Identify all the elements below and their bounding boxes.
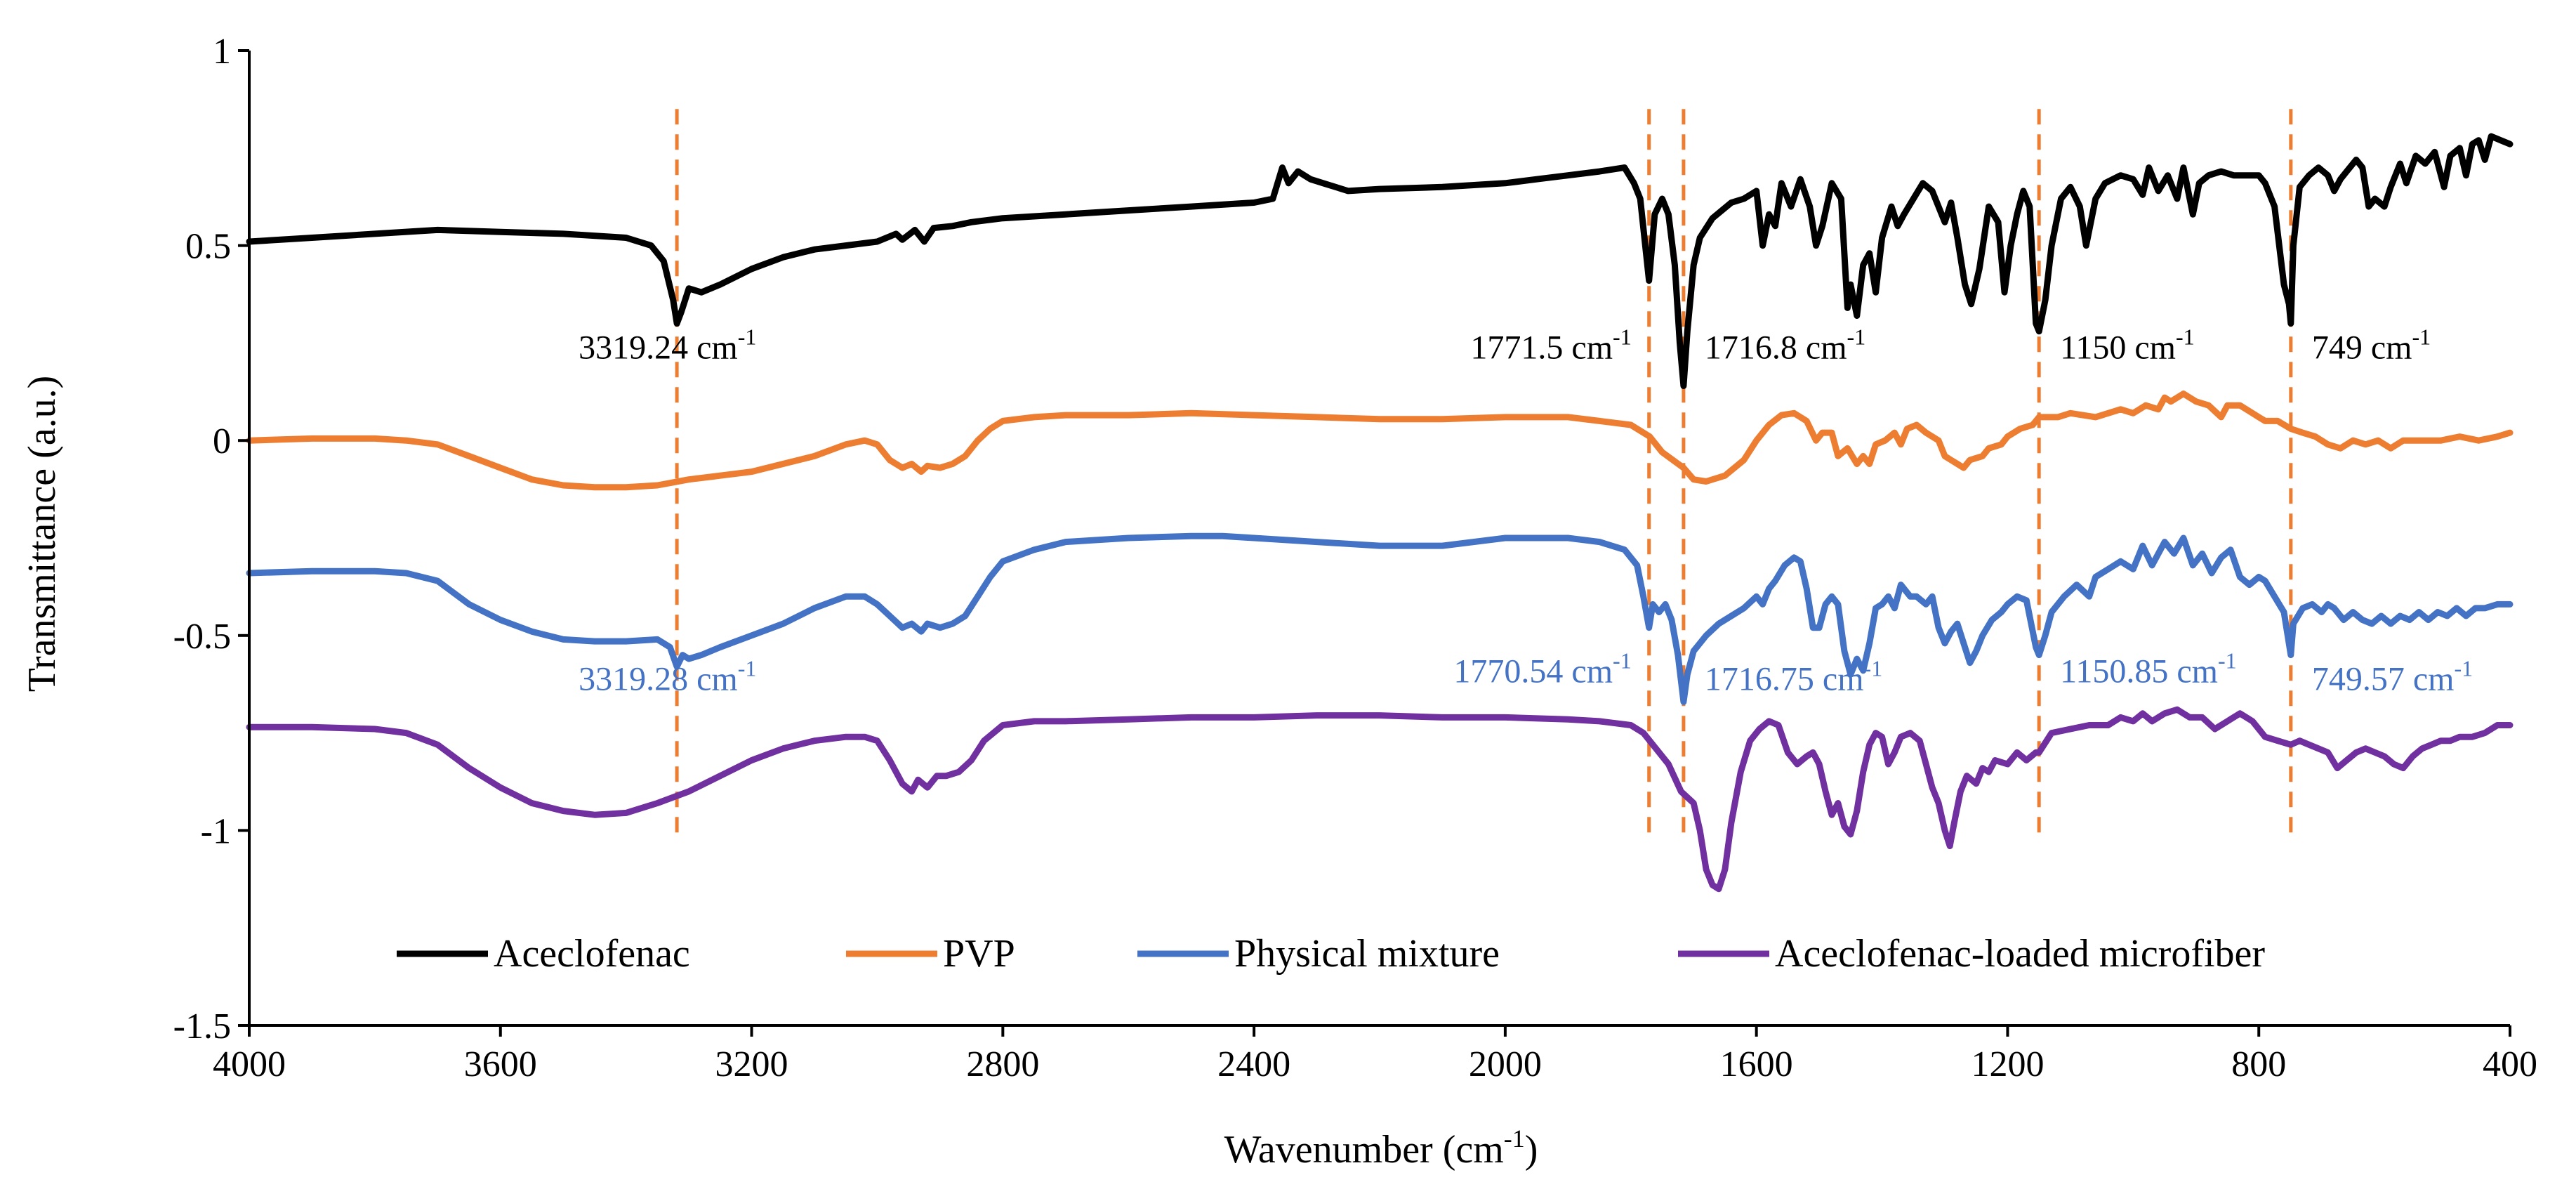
x-tick-label: 800	[2231, 1044, 2286, 1084]
y-tick-label: -1.5	[173, 1006, 231, 1046]
x-tick-label: 1600	[1720, 1044, 1793, 1084]
peak-annotation: 1150 cm-1	[2060, 324, 2195, 367]
x-tick-label: 400	[2483, 1044, 2537, 1084]
y-tick-label: 0	[213, 421, 231, 461]
y-axis-title: Transmittance (a.u.)	[20, 376, 64, 693]
x-axis-title: Wavenumber (cm-1)	[1224, 1124, 1538, 1172]
peak-annotation: 1716.8 cm-1	[1705, 324, 1865, 367]
series-line-aceclofenac	[246, 133, 2514, 389]
legend-label: Aceclofenac	[494, 932, 690, 976]
peak-annotation: 1150.85 cm-1	[2060, 648, 2237, 690]
axes	[248, 51, 2510, 1027]
legend-label: Physical mixture	[1234, 932, 1500, 976]
series-line-aceclofenac-loaded-microfiber	[246, 706, 2514, 893]
legend: Aceclofenac PVP Physical mixture Aceclofena…	[397, 932, 2265, 976]
y-tick-label: -0.5	[173, 617, 231, 657]
peak-annotation: 1716.75 cm-1	[1705, 656, 1882, 698]
y-tick-label: 0.5	[185, 227, 231, 267]
x-tick-label: 2800	[966, 1044, 1039, 1084]
peak-annotation: 1771.5 cm-1	[1470, 324, 1631, 367]
series-line-pvp	[246, 391, 2514, 491]
legend-label: PVP	[943, 932, 1015, 976]
peak-annotation: 3319.28 cm-1	[579, 656, 756, 698]
y-tick-label: 1	[213, 32, 231, 72]
x-tick-label: 3200	[715, 1044, 788, 1084]
x-tick-label: 3600	[464, 1044, 537, 1084]
peak-annotation: 1770.54 cm-1	[1453, 648, 1631, 690]
x-tick-label: 2400	[1217, 1044, 1290, 1084]
x-tick-label: 2000	[1469, 1044, 1542, 1084]
legend-label: Aceclofenac-loaded microfiber	[1775, 932, 2265, 976]
peak-annotation: 749.57 cm-1	[2312, 656, 2473, 698]
reference-lines	[675, 109, 2293, 839]
peak-annotation: 749 cm-1	[2312, 324, 2431, 367]
x-tick-label: 4000	[213, 1044, 286, 1084]
x-tick-label: 1200	[1971, 1044, 2044, 1084]
series-line-physical-mixture	[246, 532, 2514, 705]
peak-annotations: 3319.24 cm-1 1771.5 cm-1 1716.8 cm-1 1150 c…	[579, 324, 2473, 698]
peak-annotation: 3319.24 cm-1	[579, 324, 756, 367]
y-tick-label: -1	[201, 811, 231, 851]
series-group	[246, 133, 2514, 893]
